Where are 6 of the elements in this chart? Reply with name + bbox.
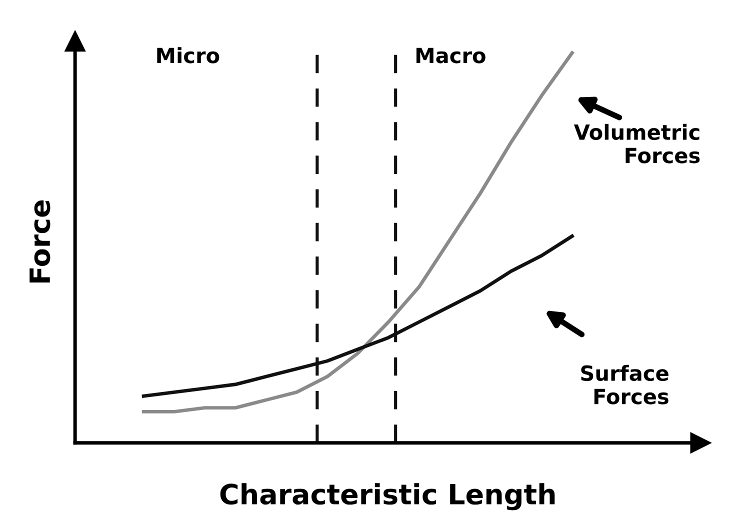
y-axis-title: Force bbox=[30, 200, 50, 282]
text: Surface Forces bbox=[581, 364, 668, 404]
text: Volumetric Forces bbox=[574, 124, 700, 164]
annotation: Micro bbox=[157, 47, 220, 64]
x-axis-title: Characteristic Length bbox=[220, 483, 555, 510]
annotation: Macro bbox=[416, 48, 486, 64]
